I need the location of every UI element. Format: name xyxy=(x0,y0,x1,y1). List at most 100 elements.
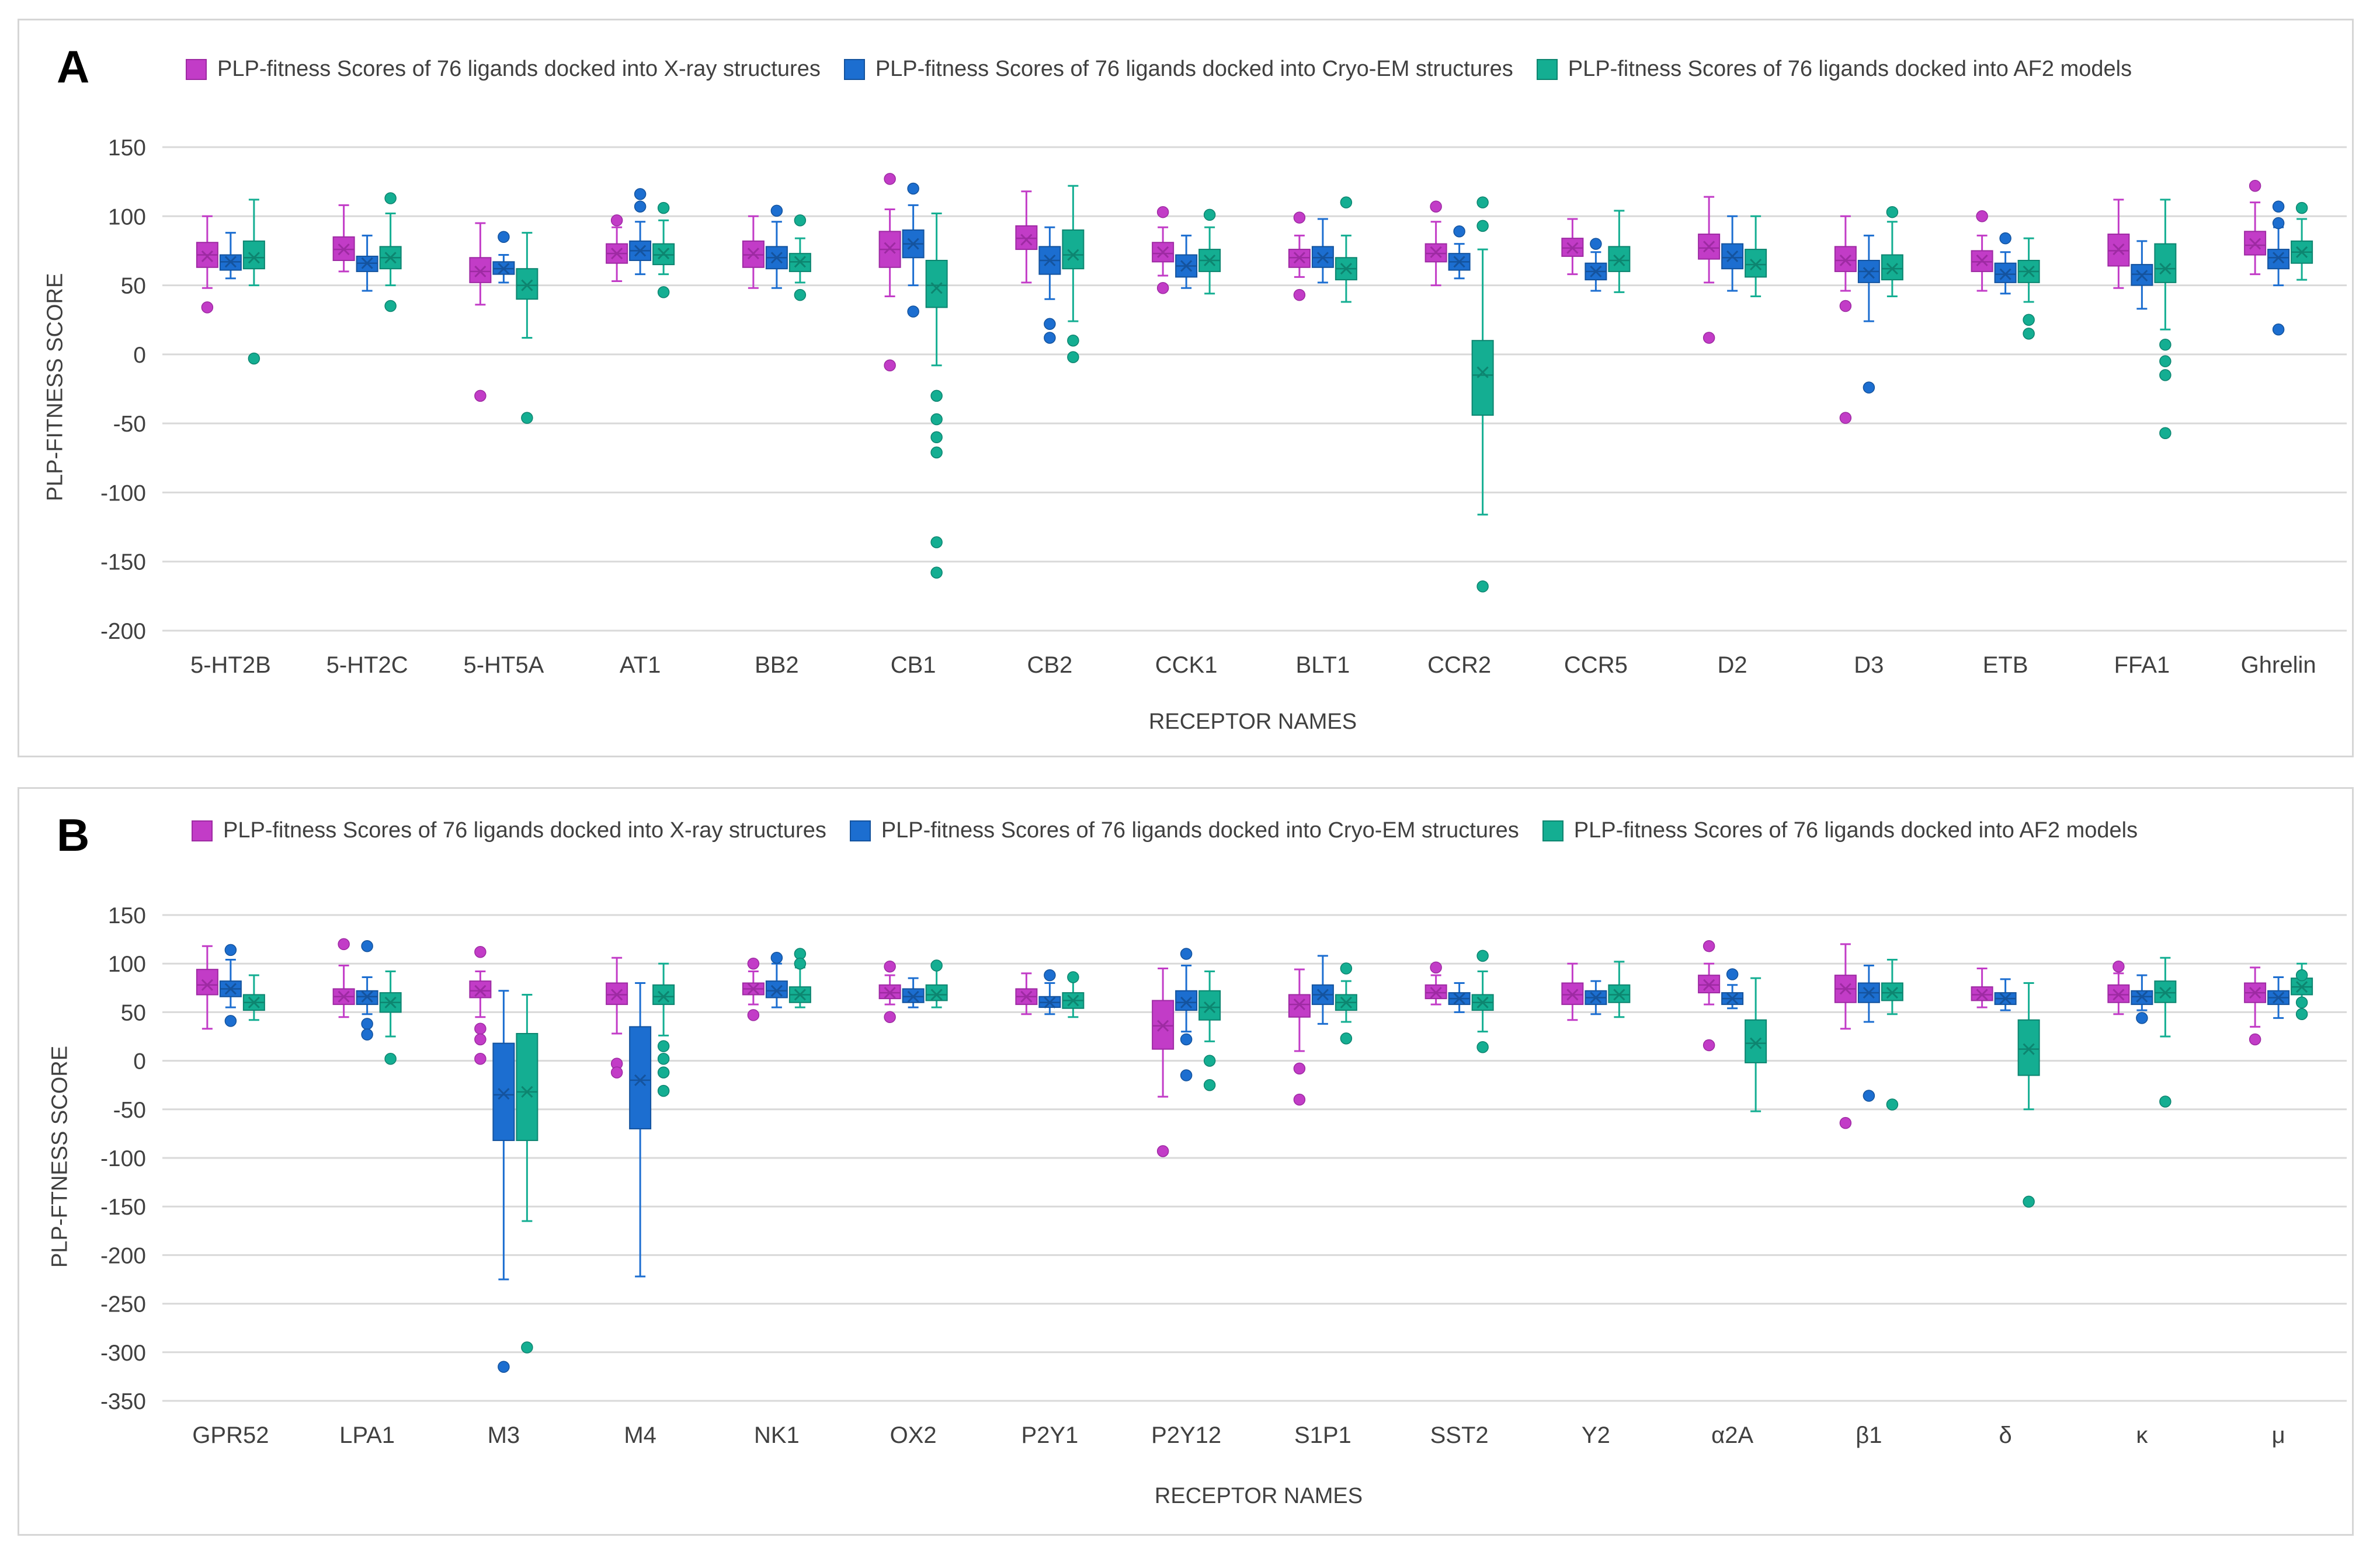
box-cryo xyxy=(765,951,788,1008)
legend-label: PLP-fitness Scores of 76 ligands docked … xyxy=(881,818,1519,843)
box-xray xyxy=(1152,968,1175,1157)
mean-marker xyxy=(1886,263,1898,275)
box-xray xyxy=(606,956,628,1079)
box-af2 xyxy=(1198,970,1221,1091)
mean-marker xyxy=(224,256,237,268)
chart-panel-b: B PLP-fitness Scores of 76 ligands docke… xyxy=(18,787,2354,1536)
outlier-point xyxy=(361,1018,373,1030)
outlier-point xyxy=(1156,282,1169,294)
box-af2 xyxy=(2154,956,2177,1108)
mean-marker xyxy=(1839,254,1851,267)
outlier-point xyxy=(1863,1090,1875,1102)
box-af2 xyxy=(2154,199,2177,439)
box-cryo xyxy=(1585,980,1607,1015)
box-cryo xyxy=(1175,234,1198,289)
box-xray xyxy=(1971,210,1993,292)
x-tick-label: GPR52 xyxy=(192,1422,269,1448)
x-tick-label: OX2 xyxy=(890,1422,937,1448)
mean-marker xyxy=(1340,996,1352,1008)
outlier-point xyxy=(1839,412,1852,424)
x-axis-title: RECEPTOR NAMES xyxy=(1154,1484,1363,1508)
mean-marker xyxy=(1726,250,1739,262)
outlier-point xyxy=(384,192,397,204)
outlier-point xyxy=(2159,1095,2171,1108)
outlier-point xyxy=(361,1028,373,1041)
legend-item-af2: PLP-fitness Scores of 76 ligands docked … xyxy=(1536,57,2132,82)
outlier-point xyxy=(1453,225,1465,238)
box-body xyxy=(469,980,492,999)
mean-marker xyxy=(1204,1001,1216,1014)
box-xray xyxy=(1834,215,1857,424)
box-xray xyxy=(606,214,628,282)
outlier-point xyxy=(201,301,214,314)
x-tick-label: BLT1 xyxy=(1296,652,1350,678)
box-cryo xyxy=(1585,238,1607,292)
x-tick-label: BB2 xyxy=(755,652,799,678)
box-cryo xyxy=(492,990,515,1373)
outlier-point xyxy=(2136,1012,2148,1024)
panel-letter: A xyxy=(57,41,90,92)
outlier-point xyxy=(1590,238,1602,250)
box-xray xyxy=(1015,190,1038,284)
y-tick-label: 150 xyxy=(108,135,146,161)
x-tick-label: P2Y1 xyxy=(1021,1422,1078,1448)
box-cryo xyxy=(629,188,652,276)
y-axis-title: PLP-FITNESS SCORE xyxy=(43,273,68,502)
mean-marker xyxy=(338,243,350,256)
y-tick-label: 0 xyxy=(133,343,146,368)
box-af2 xyxy=(925,213,948,579)
mean-marker xyxy=(747,983,759,995)
y-tick-label: -150 xyxy=(100,550,146,575)
box-af2 xyxy=(788,948,811,1008)
mean-marker xyxy=(2249,987,2261,999)
legend-item-af2: PLP-fitness Scores of 76 ligands docked … xyxy=(1542,818,2138,843)
box-af2 xyxy=(652,962,675,1097)
box-xray xyxy=(742,215,765,289)
box-body xyxy=(516,1033,538,1142)
outlier-point xyxy=(1703,1039,1715,1052)
legend-label: PLP-fitness Scores of 76 ligands docked … xyxy=(1573,818,2138,843)
outlier-point xyxy=(1340,196,1353,208)
outlier-point xyxy=(657,1084,670,1097)
outlier-point xyxy=(1976,210,1988,222)
legend-swatch-cryo xyxy=(843,58,865,80)
box-af2 xyxy=(379,192,402,312)
outlier-point xyxy=(1999,232,2011,245)
box-body xyxy=(629,1026,652,1130)
box-xray xyxy=(332,938,355,1018)
box-body xyxy=(2017,1019,2040,1076)
box-cryo xyxy=(1994,978,2017,1011)
box-af2 xyxy=(242,199,265,365)
box-af2 xyxy=(1608,961,1631,1018)
outlier-point xyxy=(907,305,919,318)
legend-swatch-af2 xyxy=(1536,58,1558,80)
mean-marker xyxy=(2249,238,2261,250)
legend-item-cryo: PLP-fitness Scores of 76 ligands docked … xyxy=(849,818,1519,843)
box-cryo xyxy=(2267,200,2290,336)
mean-marker xyxy=(498,263,510,275)
mean-marker xyxy=(201,250,213,262)
legend-swatch-cryo xyxy=(849,820,871,841)
outlier-point xyxy=(930,536,943,548)
box-xray xyxy=(1971,968,1993,1008)
mean-marker xyxy=(1020,234,1033,246)
mean-marker xyxy=(474,265,487,277)
outlier-point xyxy=(1476,196,1489,208)
outlier-point xyxy=(770,204,783,217)
box-body xyxy=(469,257,492,283)
mean-marker xyxy=(770,252,783,264)
mean-marker xyxy=(384,252,397,264)
box-af2 xyxy=(516,993,538,1354)
legend-label: PLP-fitness Scores of 76 ligands docked … xyxy=(875,57,1513,81)
outlier-point xyxy=(1476,220,1489,232)
mean-marker xyxy=(1750,1037,1762,1049)
outlier-point xyxy=(610,214,623,227)
box-plot-a: 150 100 50 0 -50 -100 -150 -200 5-HT2B 5-HT2C 5-HT… xyxy=(100,135,2347,678)
x-tick-label: Y2 xyxy=(1582,1422,1610,1448)
box-body xyxy=(516,268,538,300)
box-body xyxy=(1834,246,1857,272)
box-body xyxy=(2154,243,2177,283)
mean-marker xyxy=(2296,981,2308,993)
outlier-point xyxy=(2295,1008,2308,1020)
outlier-point xyxy=(474,1053,487,1065)
